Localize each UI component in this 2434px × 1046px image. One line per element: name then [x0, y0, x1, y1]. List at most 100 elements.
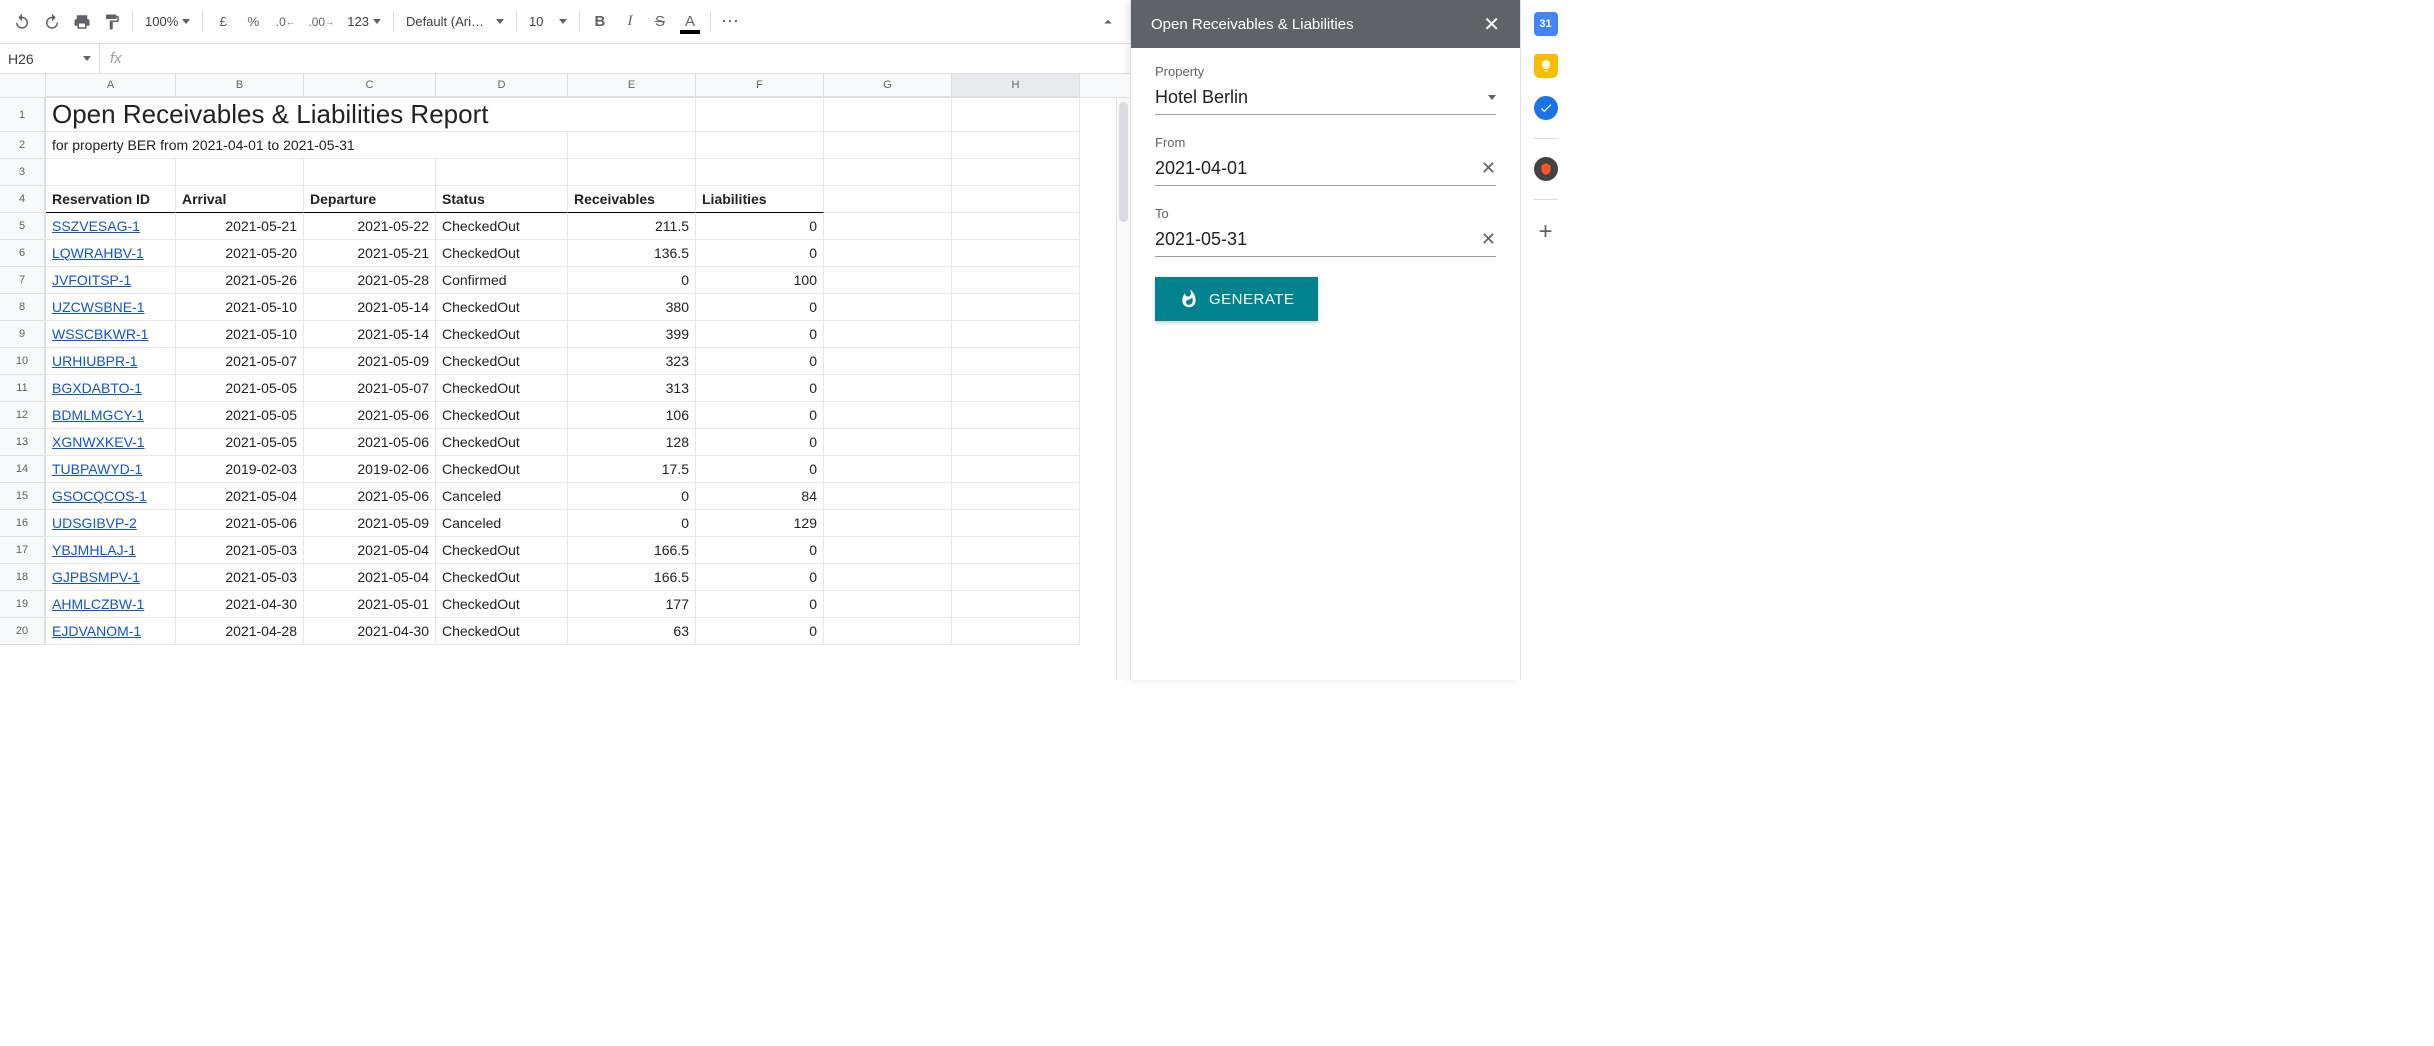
arrival-cell[interactable]: 2021-05-03: [176, 564, 304, 591]
paint-format-button[interactable]: [98, 8, 126, 36]
departure-cell[interactable]: 2021-05-22: [304, 213, 436, 240]
column-header-cell[interactable]: Departure: [304, 186, 436, 213]
column-header[interactable]: G: [824, 74, 952, 97]
cell[interactable]: [952, 510, 1080, 537]
row-header[interactable]: 7: [0, 267, 45, 294]
add-addon-button[interactable]: +: [1538, 218, 1552, 246]
cell[interactable]: [952, 159, 1080, 186]
column-header[interactable]: A: [46, 74, 176, 97]
row-header[interactable]: 11: [0, 375, 45, 402]
departure-cell[interactable]: 2021-04-30: [304, 618, 436, 645]
undo-button[interactable]: [8, 8, 36, 36]
row-header[interactable]: 2: [0, 132, 45, 159]
cell[interactable]: [824, 618, 952, 645]
name-box[interactable]: H26: [0, 44, 100, 73]
column-header[interactable]: B: [176, 74, 304, 97]
departure-cell[interactable]: 2021-05-09: [304, 510, 436, 537]
row-header[interactable]: 10: [0, 348, 45, 375]
receivables-cell[interactable]: 399: [568, 321, 696, 348]
cell[interactable]: [824, 294, 952, 321]
cell[interactable]: [304, 159, 436, 186]
format-123-dropdown[interactable]: 123: [341, 8, 387, 36]
font-family-dropdown[interactable]: Default (Ari…: [400, 8, 510, 36]
departure-cell[interactable]: 2021-05-09: [304, 348, 436, 375]
arrival-cell[interactable]: 2021-04-30: [176, 591, 304, 618]
zoom-dropdown[interactable]: 100%: [139, 8, 196, 36]
arrival-cell[interactable]: 2021-05-03: [176, 537, 304, 564]
status-cell[interactable]: CheckedOut: [436, 537, 568, 564]
cell[interactable]: [436, 159, 568, 186]
cell[interactable]: [952, 98, 1080, 132]
liabilities-cell[interactable]: 0: [696, 240, 824, 267]
clear-to-button[interactable]: ✕: [1481, 229, 1496, 250]
status-cell[interactable]: CheckedOut: [436, 375, 568, 402]
tasks-addon-icon[interactable]: [1534, 96, 1558, 120]
arrival-cell[interactable]: 2021-05-20: [176, 240, 304, 267]
brave-addon-icon[interactable]: [1534, 157, 1558, 181]
receivables-cell[interactable]: 211.5: [568, 213, 696, 240]
row-header[interactable]: 18: [0, 564, 45, 591]
receivables-cell[interactable]: 166.5: [568, 537, 696, 564]
cell[interactable]: [952, 240, 1080, 267]
column-header-cell[interactable]: Reservation ID: [46, 186, 176, 213]
receivables-cell[interactable]: 0: [568, 483, 696, 510]
cell[interactable]: [824, 132, 952, 159]
collapse-toolbar-button[interactable]: [1094, 8, 1122, 36]
row-header[interactable]: 6: [0, 240, 45, 267]
departure-cell[interactable]: 2021-05-06: [304, 402, 436, 429]
row-header[interactable]: 9: [0, 321, 45, 348]
receivables-cell[interactable]: 128: [568, 429, 696, 456]
from-input[interactable]: 2021-04-01 ✕: [1155, 154, 1496, 186]
liabilities-cell[interactable]: 100: [696, 267, 824, 294]
cell[interactable]: [824, 402, 952, 429]
cell[interactable]: [824, 456, 952, 483]
cell[interactable]: [176, 159, 304, 186]
receivables-cell[interactable]: 313: [568, 375, 696, 402]
column-header-cell[interactable]: Arrival: [176, 186, 304, 213]
liabilities-cell[interactable]: 0: [696, 294, 824, 321]
row-header[interactable]: 5: [0, 213, 45, 240]
clear-from-button[interactable]: ✕: [1481, 158, 1496, 179]
arrival-cell[interactable]: 2021-05-26: [176, 267, 304, 294]
status-cell[interactable]: CheckedOut: [436, 591, 568, 618]
cell[interactable]: [824, 537, 952, 564]
strikethrough-button[interactable]: S: [646, 8, 674, 36]
column-header-cell[interactable]: Status: [436, 186, 568, 213]
departure-cell[interactable]: 2021-05-21: [304, 240, 436, 267]
reservation-id-link[interactable]: YBJMHLAJ-1: [46, 537, 176, 564]
print-button[interactable]: [68, 8, 96, 36]
reservation-id-link[interactable]: GSOCQCOS-1: [46, 483, 176, 510]
departure-cell[interactable]: 2021-05-06: [304, 483, 436, 510]
arrival-cell[interactable]: 2021-05-10: [176, 321, 304, 348]
grid[interactable]: ABCDEFGH 1234567891011121314151617181920…: [0, 74, 1130, 680]
arrival-cell[interactable]: 2021-05-21: [176, 213, 304, 240]
font-size-dropdown[interactable]: 10: [523, 8, 573, 36]
arrival-cell[interactable]: 2021-05-10: [176, 294, 304, 321]
departure-cell[interactable]: 2021-05-14: [304, 294, 436, 321]
departure-cell[interactable]: 2021-05-07: [304, 375, 436, 402]
cell[interactable]: [952, 267, 1080, 294]
cell[interactable]: [824, 483, 952, 510]
receivables-cell[interactable]: 0: [568, 510, 696, 537]
cell[interactable]: [824, 98, 952, 132]
column-header-cell[interactable]: Receivables: [568, 186, 696, 213]
liabilities-cell[interactable]: 84: [696, 483, 824, 510]
receivables-cell[interactable]: 136.5: [568, 240, 696, 267]
column-header[interactable]: H: [952, 74, 1080, 97]
row-header[interactable]: 16: [0, 510, 45, 537]
text-color-button[interactable]: A: [676, 8, 704, 36]
cell[interactable]: [824, 510, 952, 537]
status-cell[interactable]: CheckedOut: [436, 348, 568, 375]
liabilities-cell[interactable]: 0: [696, 537, 824, 564]
row-header[interactable]: 1: [0, 98, 45, 132]
increase-decimal-button[interactable]: .00→: [303, 8, 339, 36]
cell[interactable]: [952, 348, 1080, 375]
reservation-id-link[interactable]: BDMLMGCY-1: [46, 402, 176, 429]
calendar-addon-icon[interactable]: 31: [1534, 12, 1558, 36]
receivables-cell[interactable]: 166.5: [568, 564, 696, 591]
liabilities-cell[interactable]: 0: [696, 213, 824, 240]
reservation-id-link[interactable]: EJDVANOM-1: [46, 618, 176, 645]
status-cell[interactable]: CheckedOut: [436, 456, 568, 483]
cell[interactable]: [696, 132, 824, 159]
receivables-cell[interactable]: 323: [568, 348, 696, 375]
